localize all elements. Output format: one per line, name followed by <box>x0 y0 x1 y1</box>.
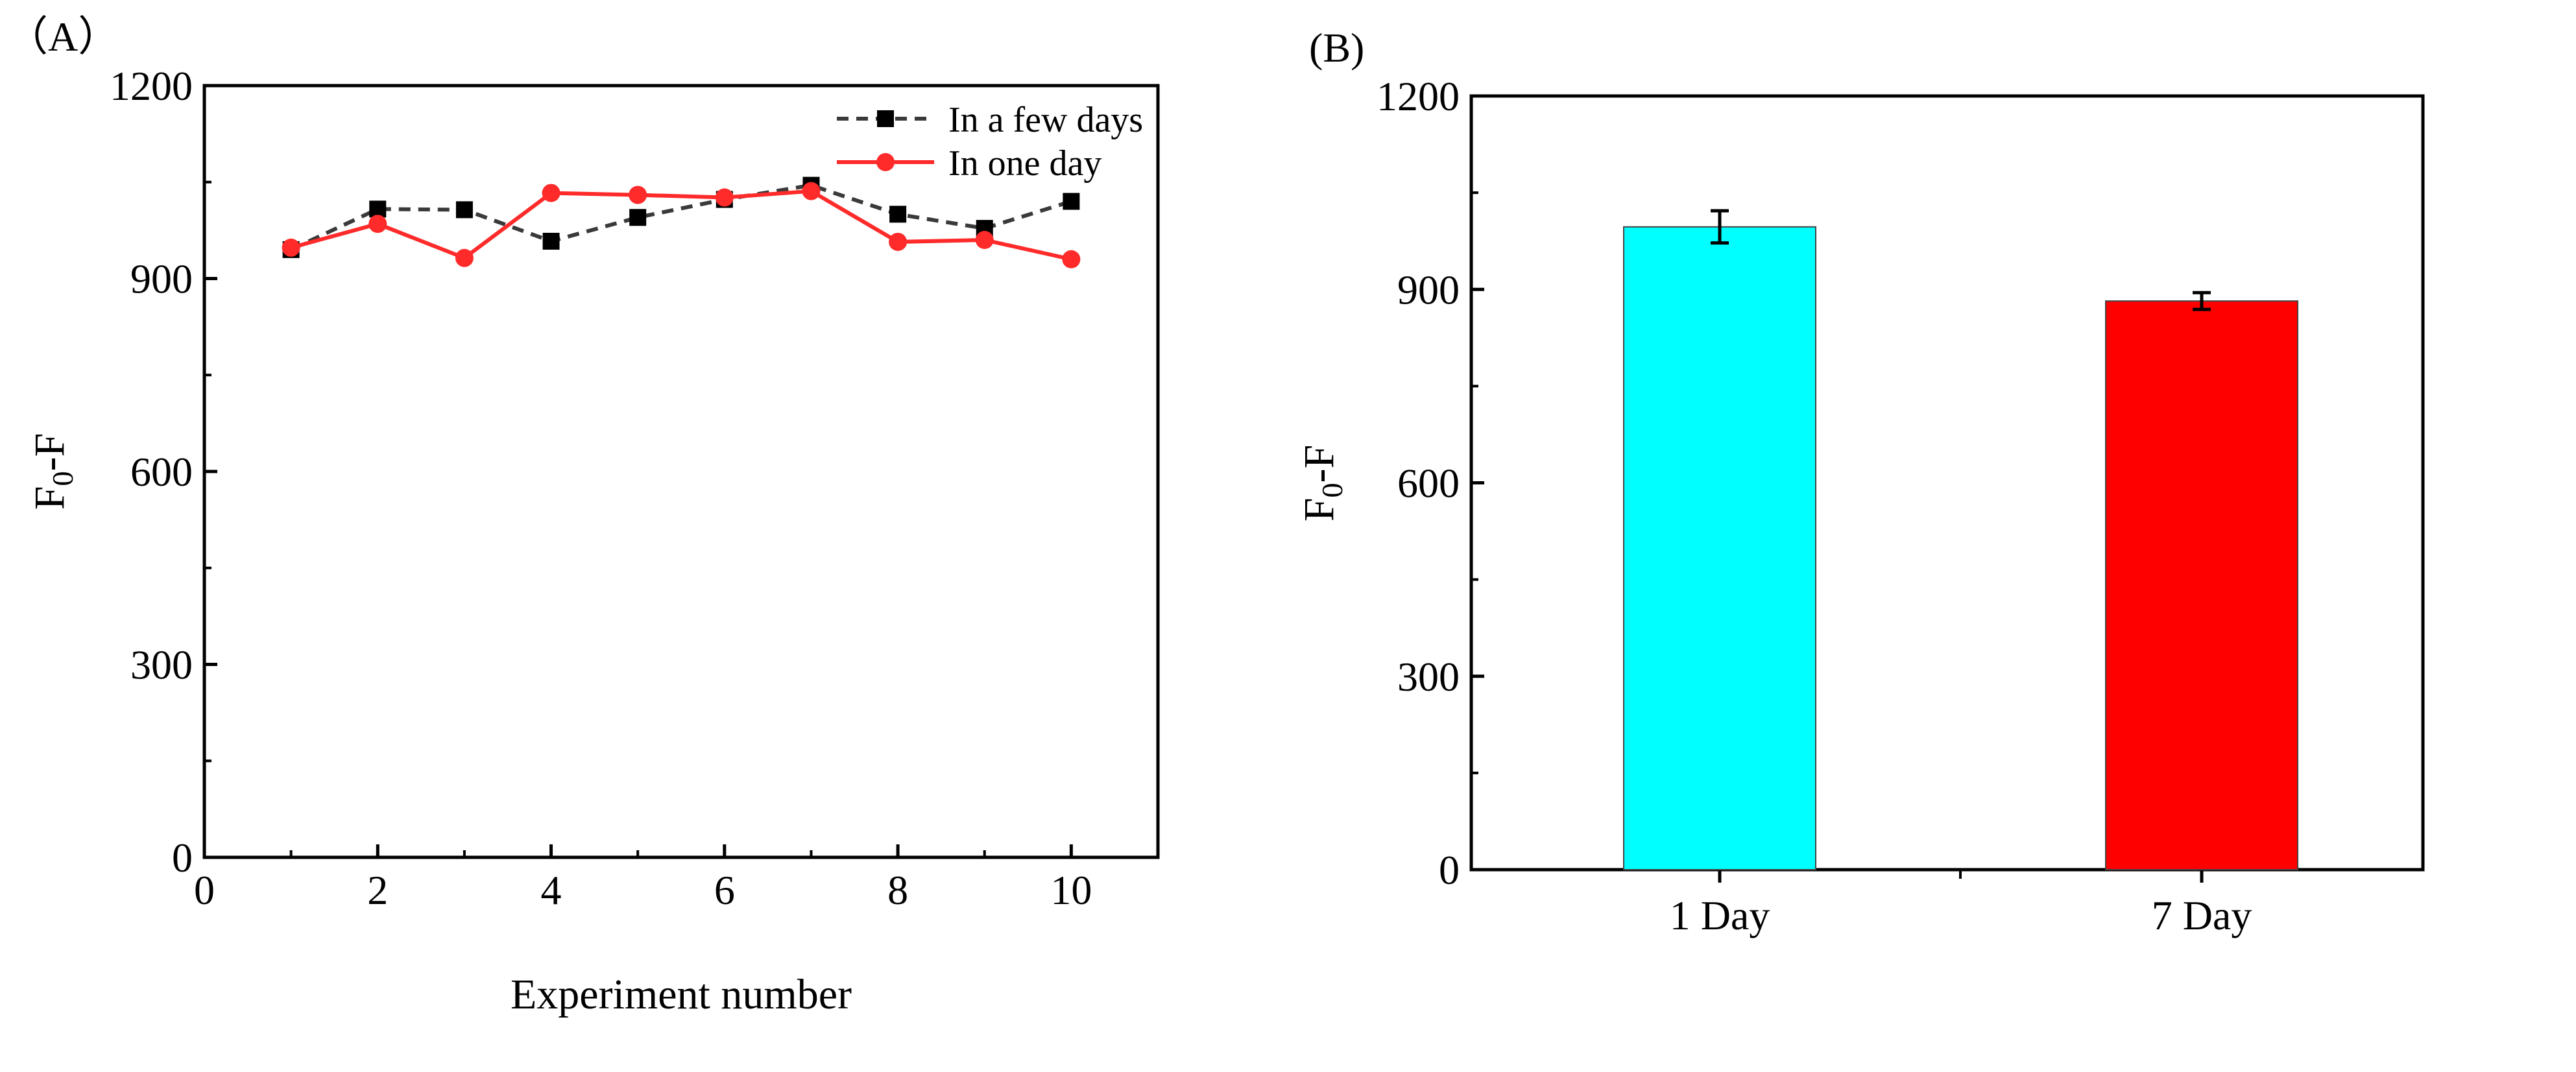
panel-b-bar-1 <box>1623 226 1816 870</box>
panel-a-point-few-days <box>369 200 387 218</box>
panel-a-point-one-day <box>1062 250 1081 268</box>
panel-b-ytick-label: 300 <box>1397 654 1460 700</box>
panel-a-xtick-label: 2 <box>367 867 388 913</box>
panel-a-series <box>282 176 1081 268</box>
panel-a-point-few-days <box>455 201 473 219</box>
panel-b-ytick-label: 0 <box>1439 847 1460 893</box>
panel-label-b: (B) <box>1309 25 1364 71</box>
panel-b-xtick-label: 7 Day <box>2152 892 2252 938</box>
panel-a-point-few-days <box>629 209 647 226</box>
panel-a-legend-marker <box>876 153 895 171</box>
panel-a-axes: 0 300 600 900 1200 0 2 4 6 8 10 <box>110 63 1092 913</box>
panel-a-ytick-label: 1200 <box>110 63 193 109</box>
panel-b-ytick-label: 1200 <box>1377 73 1460 119</box>
panel-a-legend-label: In one day <box>948 143 1101 184</box>
panel-a-xlabel: Experiment number <box>511 971 852 1018</box>
panel-b-xtick-label: 1 Day <box>1670 892 1770 938</box>
panel-a-point-one-day <box>975 231 994 249</box>
panel-a-frame <box>202 84 1160 859</box>
panel-label-a: （A） <box>6 14 119 60</box>
panel-a-point-one-day <box>368 215 387 233</box>
panel-a-series-line-one-day <box>290 189 1072 261</box>
panel-a-point-one-day <box>802 182 821 200</box>
panel-a-ytick-label: 900 <box>130 256 193 302</box>
panel-a-point-few-days <box>1063 193 1080 210</box>
panel-b-ylabel: F0-F <box>1295 445 1349 521</box>
panel-b-axes: 0 300 600 900 1200 1 Day 7 Day <box>1377 73 2252 938</box>
panel-a-point-one-day <box>889 232 908 251</box>
panel-a-legend-marker <box>877 110 894 127</box>
panel-a-ytick-label: 600 <box>130 449 193 495</box>
panel-a-point-few-days <box>542 232 560 250</box>
panel-a-point-few-days <box>889 206 907 223</box>
panel-a-point-one-day <box>542 184 560 202</box>
panel-b-ytick-label: 900 <box>1397 267 1460 313</box>
panel-a-xtick-label: 10 <box>1050 867 1092 913</box>
panel-b-bars <box>1623 209 2298 870</box>
panel-a-point-one-day <box>629 185 647 204</box>
panel-b-chart: 0 300 600 900 1200 1 Day 7 Day F0-F <box>1295 73 2425 938</box>
panel-a-ytick-label: 300 <box>130 642 193 688</box>
panel-a-series-line-few-days <box>290 183 1072 252</box>
panel-a-point-one-day <box>282 238 300 257</box>
panel-a-point-one-day <box>455 248 474 267</box>
panel-a-point-one-day <box>715 188 734 207</box>
panel-a-xtick-label: 0 <box>194 867 215 913</box>
panel-b-ytick-label: 600 <box>1397 460 1460 506</box>
panel-a-legend-label: In a few days <box>948 100 1143 140</box>
panel-a-xtick-label: 4 <box>541 867 562 913</box>
panel-a-xtick-label: 6 <box>714 867 735 913</box>
panel-a-ytick-label: 0 <box>172 835 193 881</box>
panel-b-bar-2 <box>2105 300 2298 870</box>
panel-a-xtick-label: 8 <box>887 867 908 913</box>
panel-a-ylabel: F0-F <box>26 433 79 510</box>
